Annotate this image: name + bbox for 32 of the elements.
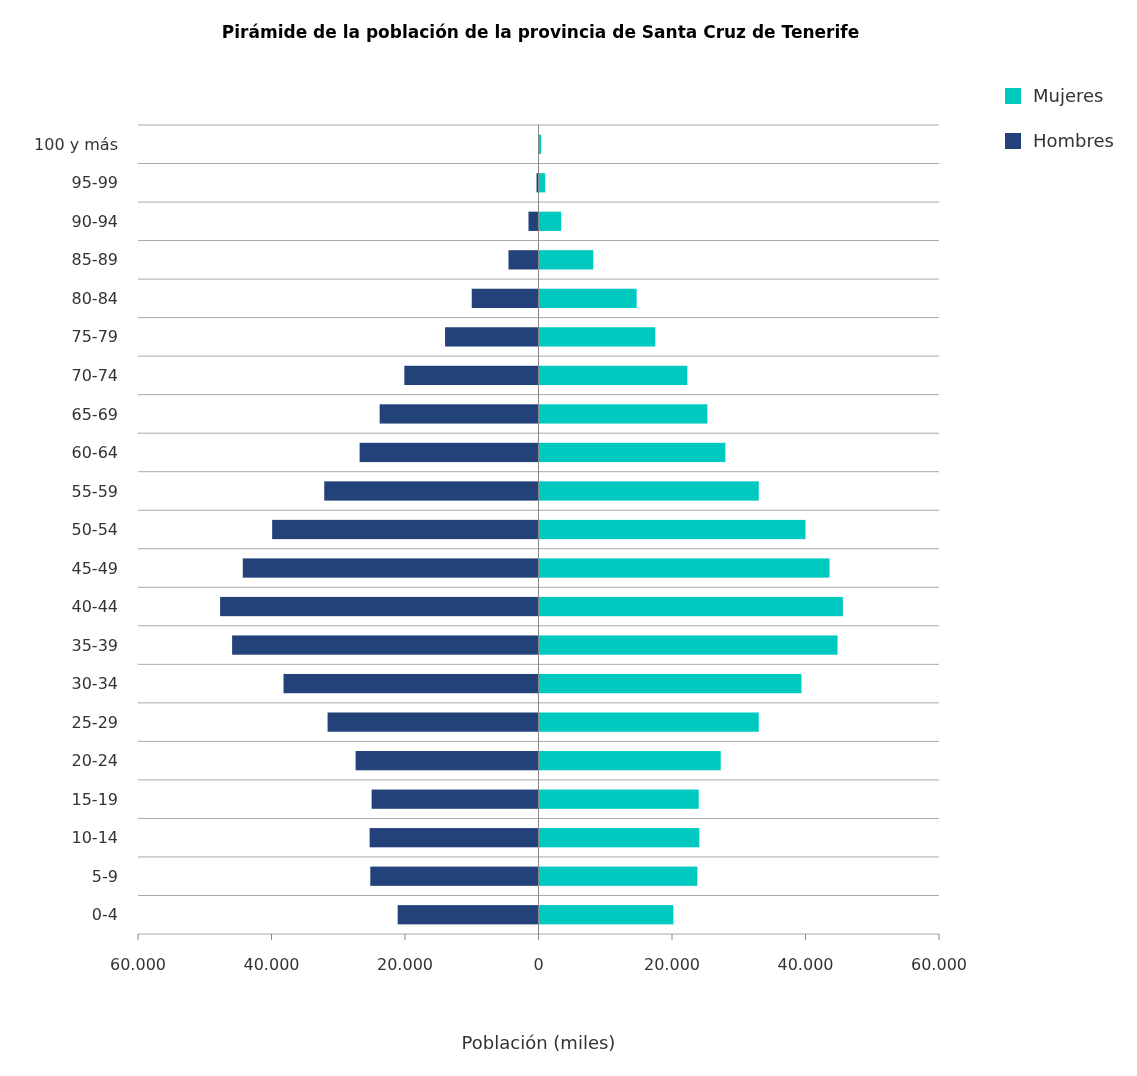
x-tick-label: 60.000 xyxy=(110,955,166,974)
y-tick-label: 15-19 xyxy=(71,789,118,809)
x-axis-title: Población (miles) xyxy=(461,1032,616,1053)
y-tick-label: 75-79 xyxy=(71,327,118,347)
y-tick-label: 70-74 xyxy=(71,366,118,385)
y-tick-label: 80-84 xyxy=(71,288,118,308)
y-tick-label: 30-34 xyxy=(71,674,118,694)
y-tick-label: 95-99 xyxy=(71,173,118,193)
x-tick-label: 20.000 xyxy=(377,955,433,974)
y-tick-label: 5-9 xyxy=(91,866,118,886)
x-tick-label: 20.000 xyxy=(644,955,700,974)
y-tick-label: 55-59 xyxy=(71,481,118,501)
y-tick-label: 60-64 xyxy=(71,443,118,463)
y-tick-label: 85-89 xyxy=(71,250,118,270)
y-tick-label: 90-94 xyxy=(71,211,118,231)
y-tick-label: 10-14 xyxy=(71,828,118,848)
x-tick-label: 0 xyxy=(533,955,544,974)
y-tick-label: 20-24 xyxy=(71,751,118,771)
y-tick-label: 65-69 xyxy=(71,404,118,424)
x-tick-label: 40.000 xyxy=(243,955,300,974)
legend-label: Mujeres xyxy=(1033,85,1104,107)
x-tick-label: 60.000 xyxy=(911,955,967,974)
chart-title: Pirámide de la población de la provincia de Santa Cruz de Tenerife xyxy=(221,22,860,42)
x-tick-label: 40.000 xyxy=(777,955,834,974)
y-tick-label: 25-29 xyxy=(71,712,118,732)
legend-label: Hombres xyxy=(1033,130,1114,152)
y-tick-label: 0-4 xyxy=(91,905,118,925)
y-tick-label: 100 y más xyxy=(34,134,118,154)
y-tick-label: 35-39 xyxy=(71,635,118,655)
y-tick-label: 45-49 xyxy=(71,558,118,578)
y-tick-label: 50-54 xyxy=(71,520,118,540)
y-tick-label: 40-44 xyxy=(71,597,118,617)
